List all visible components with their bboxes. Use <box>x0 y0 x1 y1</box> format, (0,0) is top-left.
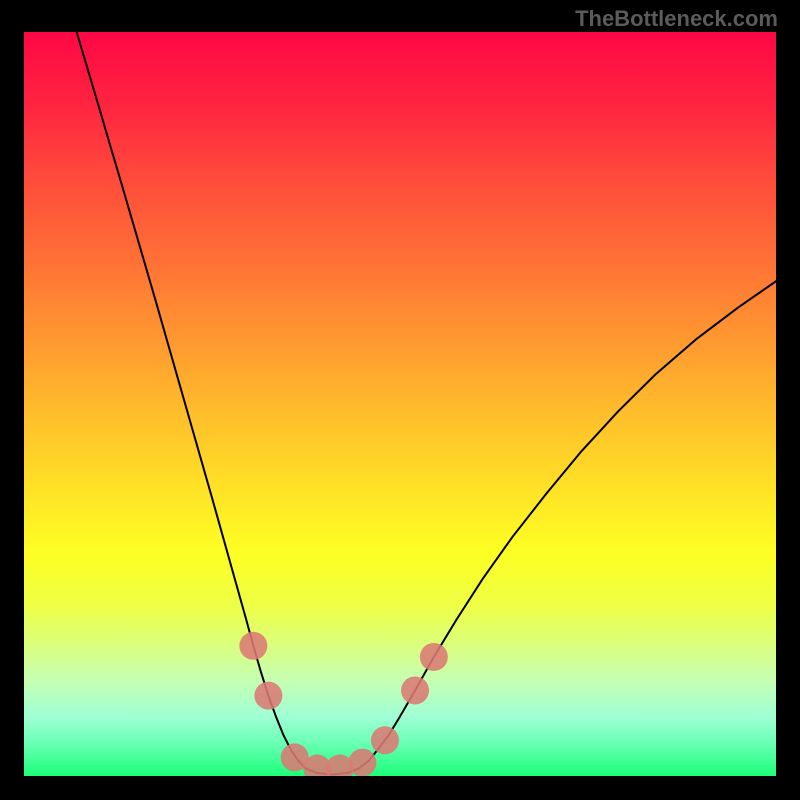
minimum-marker <box>348 749 376 776</box>
curve-layer <box>24 32 776 776</box>
watermark-text: TheBottleneck.com <box>575 6 778 32</box>
minimum-marker <box>371 726 399 754</box>
minimum-marker <box>420 643 448 671</box>
minimum-marker <box>239 632 267 660</box>
plot-area <box>24 32 776 776</box>
minimum-marker <box>254 682 282 710</box>
minimum-marker <box>401 676 429 704</box>
